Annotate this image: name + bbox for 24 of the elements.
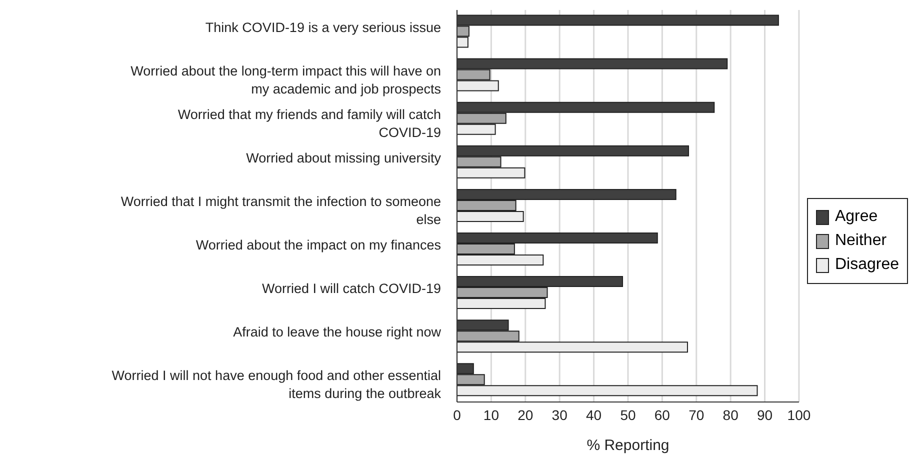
x-tick-label: 20 (518, 406, 534, 423)
y-tick-label: Worried that my friends and family will catch COVID-19 (178, 106, 441, 140)
x-tick-label: 100 (787, 406, 811, 423)
x-tick-label: 30 (552, 406, 568, 423)
y-tick-label: Worried that I might transmit the infection to someone else (120, 194, 441, 227)
y-tick-label: Afraid to leave the house right now (233, 324, 442, 340)
y-tick-label: Worried about missing university (246, 150, 442, 166)
x-tick-label: 50 (620, 406, 636, 423)
x-tick-label: 0 (453, 406, 462, 423)
y-tick-label: Think COVID-19 is a very serious issue (205, 20, 441, 35)
x-axis-title: % Reporting (586, 437, 670, 454)
y-tick-label: Worried about the long-term impact this will have on my academic and job prospects (130, 63, 442, 96)
x-tick-label: 80 (722, 406, 739, 423)
x-tick-label: 70 (688, 406, 704, 423)
y-tick-label: Worried I will not have enough food and other essential items during the outbreak (112, 368, 442, 402)
y-tick-label: Worried about the impact on my finances (196, 238, 442, 253)
x-tick-label: 10 (483, 406, 500, 423)
legend-label: Disagree (834, 256, 899, 274)
x-tick-label: 60 (654, 406, 670, 423)
y-tick-label: Worried I will catch COVID-19 (262, 281, 441, 296)
legend-label: Neither (834, 232, 887, 250)
legend-label: Agree (834, 208, 878, 226)
x-tick-label: 90 (756, 406, 773, 423)
x-tick-label: 40 (586, 406, 602, 423)
